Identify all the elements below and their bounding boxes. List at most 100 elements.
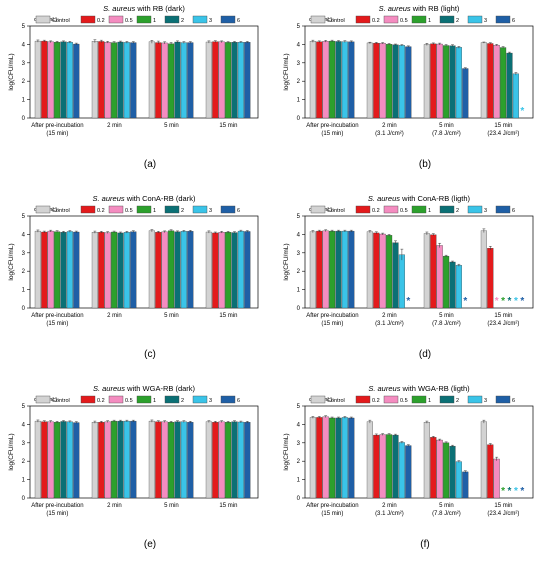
x-tick-label: 15 min: [219, 503, 237, 509]
chart-panel: S. aureus with WGA-RB (dark)c (ng/mL):Co…: [8, 384, 259, 550]
bar: [322, 41, 329, 119]
y-tick-label: 2: [22, 269, 26, 275]
legend-label: 1: [153, 208, 156, 214]
bar: [487, 248, 494, 309]
bar: [187, 231, 194, 309]
bar: [423, 233, 430, 309]
legend-swatch: [108, 205, 124, 214]
y-tick-label: 4: [22, 422, 26, 428]
x-tick-label: 5 min: [439, 313, 454, 319]
legend-swatch: [310, 15, 326, 24]
bar: [398, 442, 405, 499]
bar: [73, 422, 80, 499]
y-tick-label: 5: [297, 24, 301, 30]
bar: [430, 43, 437, 119]
bar: [392, 242, 399, 309]
bar: [60, 41, 67, 119]
bar: [379, 233, 386, 309]
y-tick-label: 4: [297, 232, 301, 238]
bar: [174, 421, 181, 499]
bar: [316, 417, 323, 499]
legend-swatch: [355, 205, 371, 214]
x-tick-label: 5 min: [164, 503, 179, 509]
panel-label: (c): [144, 349, 156, 360]
legend-label: 0.2: [372, 398, 380, 404]
x-tick-label: 2 min: [107, 123, 122, 129]
bar: [174, 41, 181, 119]
legend-swatch: [383, 205, 399, 214]
chart-panel: S. aureus with WGA-RB (ligth)c (ng/mL):C…: [283, 384, 534, 550]
bar: [66, 42, 73, 119]
bar: [455, 265, 462, 309]
bar: [34, 230, 41, 309]
bar: [225, 232, 232, 309]
bar: [341, 230, 348, 309]
bar: [487, 43, 494, 119]
chart-title-rest: with ConA-RB (ligth): [400, 194, 471, 203]
x-tick-label: 5 min: [164, 313, 179, 319]
bar: [423, 44, 430, 119]
legend-label: 3: [209, 18, 212, 24]
legend-swatch: [383, 395, 399, 404]
y-tick-label: 0: [22, 116, 26, 122]
chart-title: S. aureus with ConA-RB (ligth): [368, 194, 471, 203]
bar: [493, 44, 500, 119]
legend-swatch: [495, 15, 511, 24]
bar: [329, 230, 336, 309]
legend-label: 6: [512, 208, 515, 214]
legend-label: 6: [237, 208, 240, 214]
y-tick-label: 3: [297, 441, 301, 447]
bar: [218, 232, 225, 309]
y-tick-label: 0: [297, 496, 301, 502]
bar: [244, 422, 251, 499]
bar: [98, 232, 105, 309]
bar: [423, 422, 430, 499]
bar: [41, 421, 48, 499]
significance-star: *: [501, 296, 505, 307]
bar: [218, 421, 225, 499]
bar: [398, 254, 405, 309]
bar: [231, 421, 238, 499]
x-tick-label: (23.4 J/cm²): [487, 511, 519, 517]
x-tick-label: 5 min: [439, 123, 454, 129]
bar: [480, 42, 487, 119]
bar: [111, 42, 118, 119]
significance-star: *: [501, 486, 505, 497]
x-tick-label: 15 min: [494, 503, 512, 509]
chart-title: S. aureus with RB (light): [379, 4, 460, 13]
y-tick-label: 1: [297, 478, 301, 484]
x-tick-label: (15 min): [46, 321, 68, 327]
bar: [161, 231, 168, 309]
bar: [386, 434, 393, 499]
chart-title-rest: with RB (light): [411, 4, 460, 13]
significance-star: *: [406, 296, 410, 307]
chart-title: S. aureus with RB (dark): [103, 4, 185, 13]
bar: [111, 231, 118, 309]
x-tick-label: (15 min): [46, 131, 68, 137]
bar: [66, 421, 73, 499]
y-tick-label: 5: [297, 404, 301, 410]
bar: [500, 47, 507, 119]
chart-panel: S. aureus with ConA-RB (dark)c (ng/mL):C…: [8, 194, 259, 360]
bar: [449, 261, 456, 309]
legend-label: 0.5: [125, 208, 133, 214]
bar: [405, 445, 412, 499]
x-tick-label: 2 min: [382, 123, 397, 129]
bar: [449, 45, 456, 119]
plot-frame: [304, 405, 534, 499]
y-tick-label: 4: [297, 42, 301, 48]
bar: [379, 43, 386, 119]
bar: [237, 42, 244, 119]
x-tick-label: (15 min): [46, 511, 68, 517]
bar: [117, 420, 124, 499]
bar: [66, 231, 73, 309]
legend-label: 2: [456, 398, 459, 404]
legend-swatch: [495, 205, 511, 214]
bar: [212, 422, 219, 499]
y-axis-label: log(CFU/mL): [283, 433, 290, 470]
legend-label: 6: [237, 18, 240, 24]
y-tick-label: 4: [22, 42, 26, 48]
bar: [366, 42, 373, 119]
bar: [205, 421, 212, 499]
legend-label: 1: [428, 398, 431, 404]
